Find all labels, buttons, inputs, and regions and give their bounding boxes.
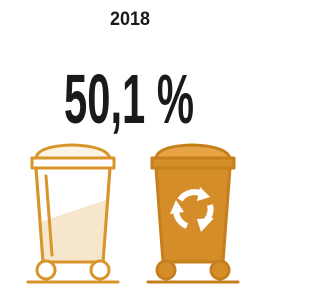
empty-bin [28,145,118,282]
infographic: 2018 50,1 % [0,0,257,293]
stat-value: 50,1 % [64,60,194,138]
year: 2018 [110,9,150,30]
recycling-bin [148,145,238,282]
page: 2018 50,1 % (() => { const data = JSO [0,0,257,293]
